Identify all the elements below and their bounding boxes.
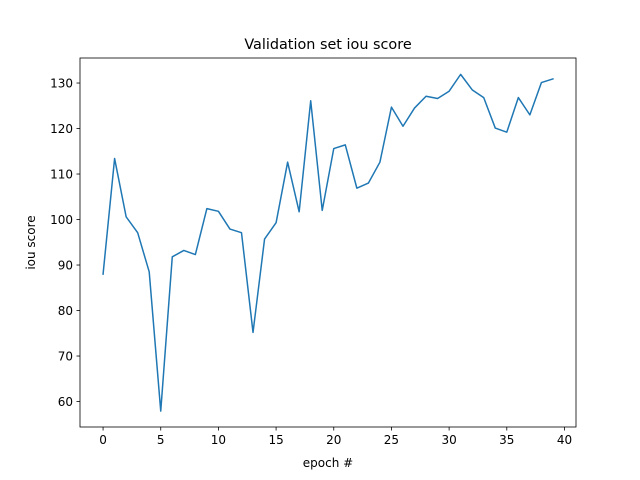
data-point bbox=[171, 255, 174, 258]
x-tick-label: 40 bbox=[557, 433, 572, 447]
data-point bbox=[228, 228, 231, 231]
data-point bbox=[113, 157, 116, 160]
data-point bbox=[401, 125, 404, 128]
data-point bbox=[217, 210, 220, 213]
y-tick-label: 70 bbox=[58, 349, 73, 363]
data-point bbox=[448, 90, 451, 93]
data-point bbox=[159, 410, 162, 413]
plot-area bbox=[80, 58, 576, 427]
x-axis-label: epoch # bbox=[303, 456, 353, 470]
y-tick-label: 130 bbox=[50, 76, 73, 90]
y-tick-label: 80 bbox=[58, 304, 73, 318]
data-point bbox=[252, 331, 255, 334]
y-axis-label: iou score bbox=[24, 215, 38, 269]
plot-frame bbox=[79, 57, 577, 428]
x-tick-label: 20 bbox=[326, 433, 341, 447]
y-tick-label: 100 bbox=[50, 213, 73, 227]
x-tick-label: 10 bbox=[211, 433, 226, 447]
x-tick-label: 25 bbox=[384, 433, 399, 447]
data-point bbox=[425, 95, 428, 98]
x-tick-label: 30 bbox=[441, 433, 456, 447]
y-tick-label: 110 bbox=[50, 167, 73, 181]
x-tick-label: 0 bbox=[99, 433, 107, 447]
data-point bbox=[344, 143, 347, 146]
data-point bbox=[309, 99, 312, 102]
data-point bbox=[321, 209, 324, 212]
x-tick-label: 35 bbox=[499, 433, 514, 447]
data-point bbox=[505, 131, 508, 134]
data-point bbox=[125, 215, 128, 218]
series-line bbox=[102, 73, 554, 412]
x-tick-label: 15 bbox=[268, 433, 283, 447]
chart-title: Validation set iou score bbox=[244, 37, 412, 53]
data-point bbox=[471, 88, 474, 91]
y-tick-label: 60 bbox=[58, 395, 73, 409]
data-point bbox=[528, 113, 531, 116]
data-point bbox=[182, 249, 185, 252]
data-point bbox=[102, 273, 105, 276]
data-point bbox=[378, 161, 381, 164]
data-point bbox=[286, 161, 289, 164]
data-point bbox=[355, 187, 358, 190]
x-axis-ticks: 0 5 10 15 20 25 30 35 40 bbox=[99, 427, 572, 447]
data-point bbox=[551, 77, 554, 80]
data-point bbox=[148, 270, 151, 273]
data-point bbox=[517, 96, 520, 99]
data-point bbox=[436, 97, 439, 100]
data-point bbox=[367, 182, 370, 185]
data-point bbox=[240, 231, 243, 234]
data-point bbox=[540, 81, 543, 84]
data-point bbox=[390, 106, 393, 109]
data-point bbox=[494, 127, 497, 130]
data-point bbox=[459, 73, 462, 76]
data-point bbox=[298, 210, 301, 213]
data-point bbox=[275, 221, 278, 224]
x-tick-label: 5 bbox=[157, 433, 165, 447]
y-axis-ticks: 60 70 80 90 100 110 120 130 bbox=[50, 76, 80, 409]
y-tick-label: 120 bbox=[50, 122, 73, 136]
data-point bbox=[194, 253, 197, 256]
data-point bbox=[482, 96, 485, 99]
data-point bbox=[413, 107, 416, 110]
data-point bbox=[332, 147, 335, 150]
y-tick-label: 90 bbox=[58, 258, 73, 272]
data-point bbox=[136, 231, 139, 234]
data-point bbox=[263, 238, 266, 241]
data-point bbox=[205, 207, 208, 210]
